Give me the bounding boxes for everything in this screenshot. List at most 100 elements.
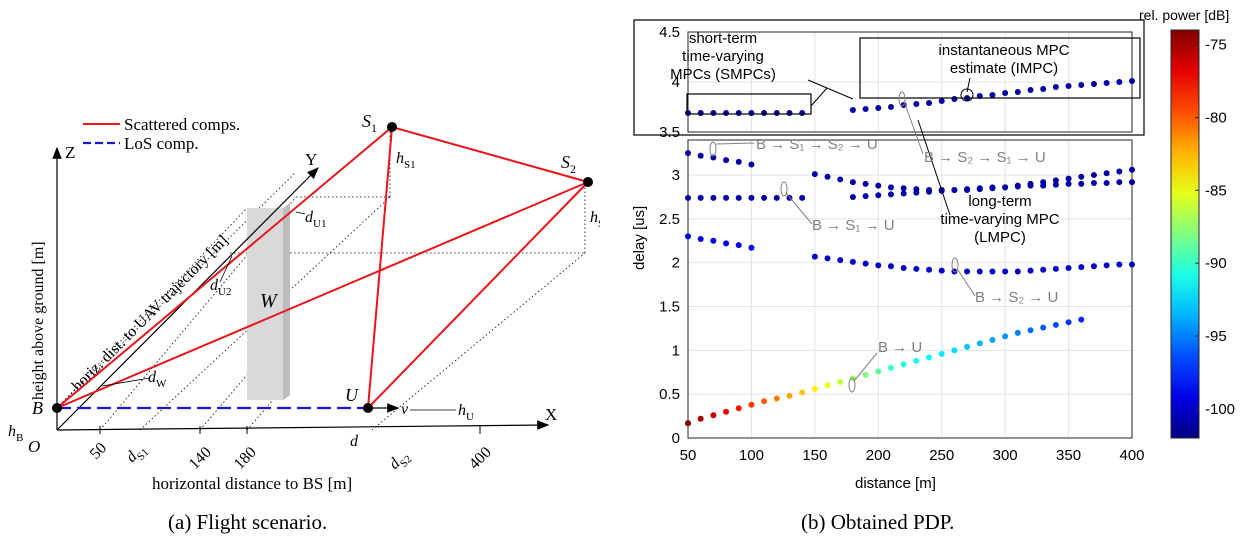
data-point: [837, 378, 844, 385]
data-point: [938, 350, 945, 357]
data-point: [964, 268, 971, 275]
horizontal-distance-title: horizontal distance to BS [m]: [152, 474, 352, 493]
x-tick-200: 200: [866, 447, 891, 464]
label-pointers: [101, 211, 456, 411]
data-point: [1103, 170, 1110, 177]
data-point: [875, 192, 882, 199]
label-s2: S2: [561, 152, 576, 176]
y-tick-1.5: 1.5: [659, 299, 680, 316]
scatterer-s1-node: [387, 122, 397, 132]
annotation-lmpc: long-term time-varying MPC (LMPC): [917, 119, 1060, 246]
data-point: [824, 173, 831, 180]
data-point: [862, 106, 869, 112]
inset-y-tick-4.5: 4.5: [659, 24, 680, 41]
x-tick-400: 400: [1119, 447, 1144, 464]
x-tick-50: 50: [680, 447, 697, 464]
x-tick-400: 400: [466, 444, 495, 473]
data-point: [976, 185, 983, 192]
data-point: [1090, 81, 1097, 87]
data-point: [697, 152, 704, 159]
label-ds2: dS2: [386, 447, 415, 476]
svg-text:(LMPC): (LMPC): [974, 229, 1026, 246]
data-point: [1052, 84, 1059, 90]
data-point: [1065, 264, 1072, 271]
data-point: [710, 194, 717, 201]
data-point: [710, 237, 717, 244]
data-point: [989, 336, 996, 343]
colorbar-tick-label: -80: [1205, 109, 1227, 126]
data-point: [1014, 329, 1021, 336]
data-point: [1078, 316, 1085, 323]
data-point: [1002, 90, 1009, 96]
data-point: [1002, 268, 1009, 275]
label-s1: S1: [362, 111, 377, 135]
data-point: [1129, 179, 1135, 186]
data-point: [710, 110, 717, 116]
data-point: [735, 194, 742, 201]
data-point: [913, 189, 920, 196]
data-point: [1116, 79, 1123, 85]
scattered-rays: [56, 126, 589, 409]
svg-text:time-varying MPC: time-varying MPC: [940, 211, 1059, 228]
data-point: [761, 194, 768, 201]
data-point: [723, 110, 730, 116]
y-tick-3: 3: [672, 167, 680, 184]
data-point: [1014, 268, 1021, 275]
data-point: [926, 188, 933, 195]
chart-grid: [687, 31, 1133, 439]
data-point: [748, 161, 755, 168]
scenario-legend: Scattered comps. LoS comp.: [83, 115, 240, 153]
axes-3d: [52, 146, 550, 431]
data-point: [989, 184, 996, 191]
data-point: [1002, 333, 1009, 340]
data-point: [913, 265, 920, 272]
inset-outer-box: [633, 19, 1145, 136]
svg-text:long-term: long-term: [968, 193, 1031, 210]
data-point: [1090, 172, 1097, 179]
y-tick-2.5: 2.5: [659, 211, 680, 228]
data-point: [1065, 83, 1072, 89]
y-tick-2: 2: [672, 255, 680, 272]
data-point: [862, 371, 869, 378]
plot-frame: [687, 139, 1133, 439]
data-point: [697, 236, 704, 243]
data-point: [1129, 166, 1135, 173]
data-point: [1065, 319, 1072, 326]
data-point: [1078, 173, 1085, 180]
data-point: [837, 176, 844, 183]
data-point: [862, 193, 869, 200]
x-axis-label: X: [545, 405, 557, 424]
data-point: [697, 110, 704, 116]
data-point: [989, 268, 996, 275]
x-tick-100: 100: [739, 447, 764, 464]
data-point: [976, 268, 983, 275]
data-point: [951, 347, 958, 354]
chart-points: [685, 78, 1135, 427]
projection-lines: [56, 128, 586, 431]
data-point: [811, 385, 818, 392]
flight-scenario-diagram: W Z Y X 50 140 180 400 height above grou…: [8, 111, 600, 493]
data-point: [685, 194, 691, 201]
uav-node: [363, 403, 373, 413]
data-point: [735, 110, 742, 116]
height-axis-title: height above ground [m]: [30, 241, 47, 400]
data-point: [913, 101, 920, 107]
path-label-bs1u: B → S₁ → U: [812, 217, 895, 234]
data-point: [697, 194, 704, 201]
y-tick-0.5: 0.5: [659, 386, 680, 403]
scatterer-s2-node: [583, 177, 593, 187]
data-point: [799, 110, 806, 116]
data-point: [862, 180, 869, 187]
path-label-bu: B → U: [878, 339, 922, 356]
data-point: [748, 401, 755, 408]
data-point: [1103, 80, 1110, 86]
x-tick-140: 140: [186, 444, 215, 473]
data-point: [748, 244, 755, 251]
data-point: [1002, 184, 1009, 191]
data-point: [811, 171, 818, 178]
data-point: [723, 194, 730, 201]
data-point: [913, 357, 920, 364]
data-point: [735, 158, 742, 165]
data-point: [887, 364, 894, 371]
data-point: [1014, 183, 1021, 190]
